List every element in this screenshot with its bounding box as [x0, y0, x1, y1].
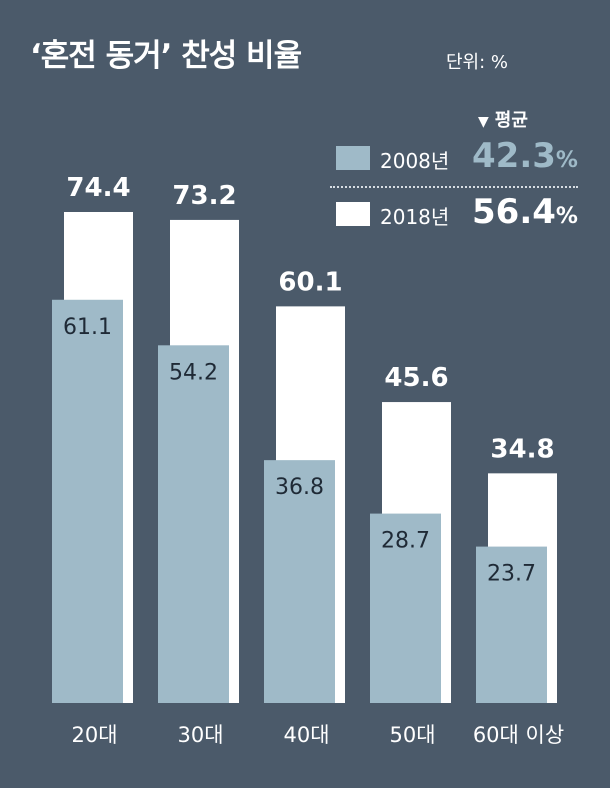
legend-swatch-2018	[336, 202, 370, 226]
value-label-2018-4: 34.8	[490, 434, 554, 464]
value-label-2008-1: 54.2	[169, 360, 218, 385]
legend-label-2018: 2018년	[380, 205, 450, 229]
legend-divider	[330, 186, 578, 188]
bar-2008-0	[52, 299, 123, 703]
legend-average-2018: 56.4%	[472, 192, 578, 232]
value-label-2018-2: 60.1	[278, 267, 342, 297]
legend-average-heading: ▼ 평균	[478, 106, 528, 132]
chart-title: ‘혼전 동거’ 찬성 비율	[30, 38, 302, 74]
value-label-2008-0: 61.1	[63, 315, 112, 340]
value-label-2018-1: 73.2	[172, 181, 236, 211]
legend-swatch-2008	[336, 146, 370, 170]
bar-2008-3	[370, 513, 441, 703]
legend-average-2008: 42.3%	[472, 136, 578, 176]
legend-average-label: 평균	[494, 110, 528, 131]
category-label-1: 30대	[177, 723, 223, 747]
triangle-down-icon: ▼	[478, 114, 489, 130]
category-label-3: 50대	[389, 723, 435, 747]
value-label-2008-3: 28.7	[381, 529, 430, 554]
value-label-2018-3: 45.6	[384, 363, 448, 393]
category-label-2: 40대	[283, 723, 329, 747]
legend-label-2008: 2008년	[380, 149, 450, 173]
bar-2008-2	[264, 460, 335, 703]
bar-2008-1	[158, 345, 229, 703]
legend-item-2018: 2018년 56.4%	[336, 192, 586, 232]
legend-average-value-2018: 56.4	[472, 192, 556, 232]
legend-item-2008: 2008년 42.3%	[336, 136, 586, 176]
category-label-4: 60대 이상	[473, 723, 564, 747]
value-label-2008-4: 23.7	[487, 562, 536, 587]
value-label-2018-0: 74.4	[66, 173, 130, 203]
legend-average-value-2008: 42.3	[472, 136, 556, 176]
value-label-2008-2: 36.8	[275, 475, 324, 500]
category-label-0: 20대	[71, 723, 117, 747]
bar-2008-4	[476, 546, 547, 703]
legend-average-pct-2018: %	[555, 204, 578, 229]
legend-average-pct-2008: %	[555, 148, 578, 173]
unit-label: 단위: %	[446, 52, 509, 73]
